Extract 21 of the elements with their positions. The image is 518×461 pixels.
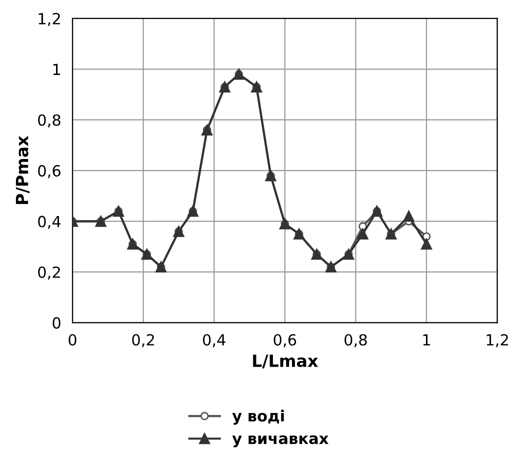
x-axis-title: L/Lmax <box>253 354 318 368</box>
x-tick-label: 0 <box>68 334 76 346</box>
y-tick-label: 1,2 <box>38 12 60 26</box>
y-tick-label: 0 <box>52 317 60 329</box>
x-tick-label: 0,8 <box>344 334 367 348</box>
y-tick-label: 1 <box>53 64 60 75</box>
y-tick-label: 0,4 <box>38 216 61 229</box>
y-axis-title: P/Pmax <box>16 136 30 204</box>
x-tick-label: 1,2 <box>486 334 508 348</box>
x-tick-label: 0,4 <box>202 334 226 348</box>
legend-label: у вичавках <box>232 435 328 448</box>
legend-label: у воді <box>232 410 284 425</box>
y-tick-label: 0,8 <box>38 114 60 128</box>
x-tick-label: 0,6 <box>274 334 296 348</box>
x-tick-label: 0,2 <box>132 334 154 348</box>
point <box>357 228 368 240</box>
point <box>403 210 414 222</box>
y-tick-label: 0,2 <box>38 266 60 280</box>
x-tick-label: 1 <box>423 334 430 346</box>
y-tick-label: 0,6 <box>38 165 60 178</box>
point <box>420 238 432 250</box>
